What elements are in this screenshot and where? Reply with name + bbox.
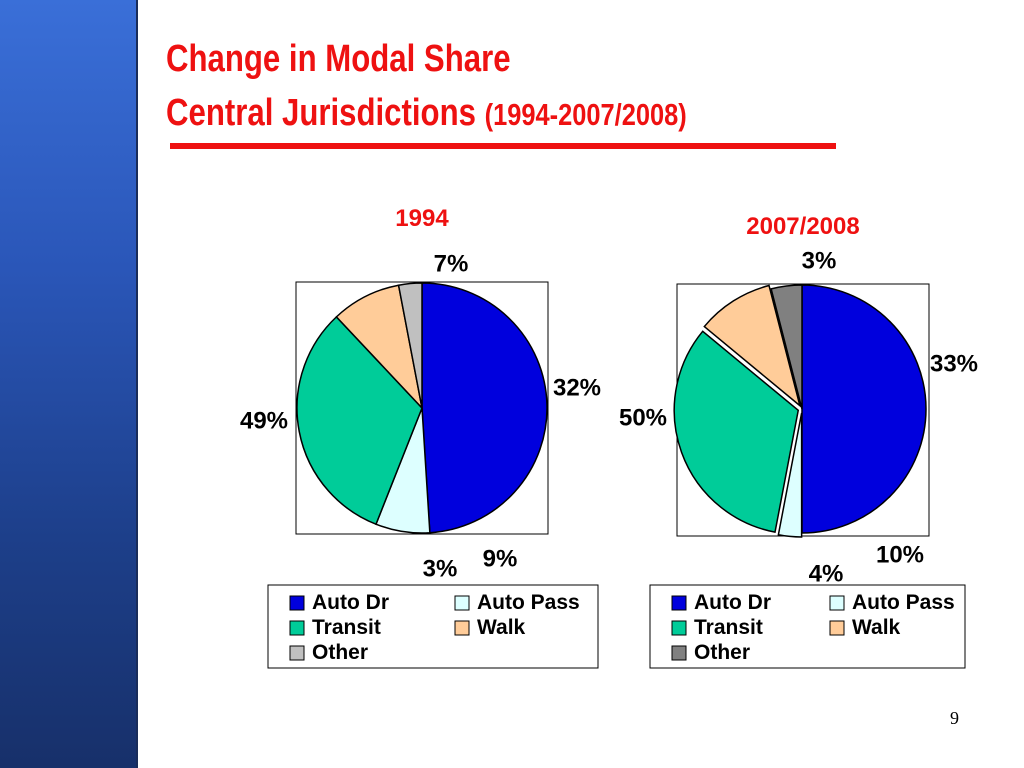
legend-swatch-transit <box>289 620 305 636</box>
legend-swatch-auto-dr <box>289 595 305 611</box>
data-label-walk: 9% <box>483 545 518 572</box>
data-label-auto-pass: 7% <box>434 250 469 277</box>
pie-chart-2007: 2007/2008 50% 3% 33% 10% 4% Auto Dr Auto Pass Tr… <box>619 213 978 669</box>
data-label-walk: 10% <box>876 541 924 568</box>
title-line-1: Change in Modal Share <box>166 38 511 80</box>
data-label-other: 4% <box>809 560 844 587</box>
legend-swatch-auto-dr <box>671 595 687 611</box>
legend-label-other: Other <box>312 641 368 664</box>
pie-slice-other <box>770 284 803 410</box>
plot-area-frame <box>295 281 549 535</box>
legend-label-other: Other <box>694 641 750 664</box>
legend: Auto Dr Auto Pass Transit Walk Other <box>267 584 599 669</box>
pie-slice-other <box>397 282 423 409</box>
title-underline <box>170 143 836 149</box>
title-line-2: Central Jurisdictions (1994-2007/2008) <box>166 92 687 135</box>
pie-slice-transit <box>296 315 423 526</box>
chart-title: 1994 <box>395 205 449 232</box>
legend-swatch-walk <box>454 620 470 636</box>
legend-label-transit: Transit <box>694 616 763 639</box>
data-label-transit: 32% <box>553 374 601 401</box>
pie-slice-auto-dr <box>421 282 548 534</box>
legend-swatch-other <box>671 645 687 661</box>
legend-label-auto-dr: Auto Dr <box>694 591 771 614</box>
legend-label-auto-pass: Auto Pass <box>852 591 955 614</box>
legend-label-transit: Transit <box>312 616 381 639</box>
data-label-transit: 33% <box>930 350 978 377</box>
legend-swatch-walk <box>829 620 845 636</box>
data-label-other: 3% <box>423 555 458 582</box>
legend: Auto Dr Auto Pass Transit Walk Other <box>649 584 966 669</box>
title-line-2-main: Central Jurisdictions <box>166 92 476 134</box>
legend-swatch-auto-pass <box>454 595 470 611</box>
page-number: 9 <box>950 708 959 728</box>
legend-label-walk: Walk <box>477 616 526 639</box>
legend-box <box>649 584 966 669</box>
sidebar-decoration <box>0 0 138 768</box>
chart-title: 2007/2008 <box>746 213 859 240</box>
pie-slice-transit <box>673 330 800 534</box>
data-label-auto-dr: 49% <box>240 407 288 434</box>
legend-label-auto-dr: Auto Dr <box>312 591 389 614</box>
pie-slice-auto-pass <box>777 412 803 538</box>
legend-label-walk: Walk <box>852 616 901 639</box>
pie-slice-walk <box>703 284 802 408</box>
legend-label-auto-pass: Auto Pass <box>477 591 580 614</box>
title-line-2-sub: (1994-2007/2008) <box>484 97 687 132</box>
legend-swatch-transit <box>671 620 687 636</box>
data-label-auto-pass: 3% <box>802 247 837 274</box>
data-label-auto-dr: 50% <box>619 404 667 431</box>
legend-swatch-auto-pass <box>829 595 845 611</box>
pie-chart-1994: 1994 49% 7% 32% 9% 3% Auto Dr Auto Pass Transit W… <box>240 205 601 669</box>
legend-swatch-other <box>289 645 305 661</box>
legend-box <box>267 584 599 669</box>
pie-slice-auto-dr <box>801 284 927 534</box>
